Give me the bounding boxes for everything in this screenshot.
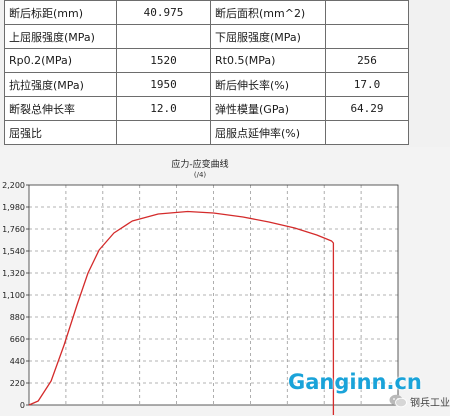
y-tick-label: 220 (10, 379, 25, 388)
y-tick-label: 440 (10, 357, 25, 366)
cell-value (116, 120, 211, 145)
y-tick-label: 1,540 (2, 247, 25, 256)
y-tick-label: 1,320 (2, 269, 25, 278)
y-tick-label: 1,100 (2, 291, 25, 300)
cell-label: 屈服点延伸率(%) (210, 120, 326, 145)
y-tick-labels: 0 220 440 660 880 1,100 1,320 1,540 1,760 1,980 2,… (2, 181, 25, 410)
chart-series (28, 210, 335, 415)
site-watermark: Ganginn.cn (288, 370, 422, 394)
brand-badge: 钢兵工业 (389, 393, 450, 409)
cell-value (325, 0, 409, 25)
cell-label: 屈强比 (4, 120, 117, 145)
chart-title: 应力-应变曲线 (171, 158, 228, 170)
chart-grid (29, 185, 398, 405)
cell-label: 弹性模量(GPa) (210, 96, 326, 121)
cell-label: 断后伸长率(%) (210, 72, 326, 97)
table-row: Rp0.2(MPa) 1520 Rt0.5(MPa) 256 (4, 48, 409, 73)
table-row: 断后标距(mm) 40.975 断后面积(mm^2) (4, 0, 409, 25)
y-tick-label: 660 (10, 335, 25, 344)
y-tick-label: 0 (20, 401, 25, 410)
brand-name: 钢兵工业 (410, 397, 450, 409)
table-row: 断裂总伸长率 12.0 弹性模量(GPa) 64.29 (4, 96, 409, 121)
table-row: 抗拉强度(MPa) 1950 断后伸长率(%) 17.0 (4, 72, 409, 97)
cell-label: 断后面积(mm^2) (210, 0, 326, 25)
cell-value: 12.0 (116, 96, 211, 121)
y-tick-label: 880 (10, 313, 25, 322)
cell-label: 下屈服强度(MPa) (210, 24, 326, 49)
plot-frame (28, 184, 399, 406)
cell-label: Rt0.5(MPa) (210, 48, 326, 73)
cell-value: 1520 (116, 48, 211, 73)
chart-axes (26, 184, 399, 406)
table-row: 屈强比 屈服点延伸率(%) (4, 120, 409, 145)
cell-value: 256 (325, 48, 409, 73)
cell-value (325, 120, 409, 145)
cell-label: 断后标距(mm) (4, 0, 117, 25)
test-results-table: 断后标距(mm) 40.975 断后面积(mm^2) 上屈服强度(MPa) 下屈… (4, 0, 409, 145)
y-tick-label: 1,980 (2, 203, 25, 212)
table-row: 上屈服强度(MPa) 下屈服强度(MPa) (4, 24, 409, 49)
stress-strain-chart-panel: 0 220 440 660 880 1,100 1,320 1,540 1,760 1,980 2,… (0, 147, 450, 416)
stress-strain-chart: 0 220 440 660 880 1,100 1,320 1,540 1,760 1,980 2,… (2, 158, 399, 415)
cell-label: Rp0.2(MPa) (4, 48, 117, 73)
stress-strain-curve (28, 210, 335, 415)
cell-label: 抗拉强度(MPa) (4, 72, 117, 97)
y-tick-label: 1,760 (2, 225, 25, 234)
cell-value: 64.29 (325, 96, 409, 121)
wechat-icon (389, 394, 407, 408)
cell-value: 1950 (116, 72, 211, 97)
cell-value (116, 24, 211, 49)
cell-label: 上屈服强度(MPa) (4, 24, 117, 49)
y-tick-label: 2,200 (2, 181, 25, 190)
chart-subtitle: (/4) (194, 171, 207, 179)
cell-value (325, 24, 409, 49)
cell-label: 断裂总伸长率 (4, 96, 117, 121)
cell-value: 40.975 (116, 0, 211, 25)
cell-value: 17.0 (325, 72, 409, 97)
